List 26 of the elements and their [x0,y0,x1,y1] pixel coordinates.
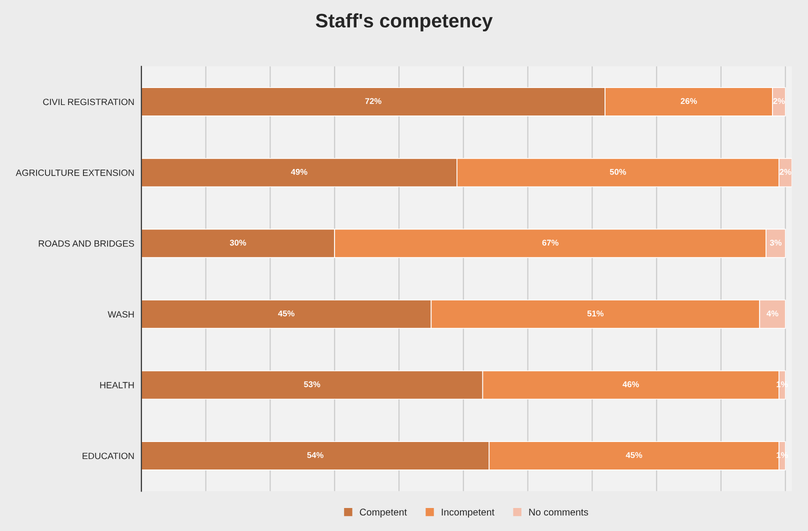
y-tick-label: AGRICULTURE EXTENSION [16,170,134,176]
data-label: 45% [626,452,642,458]
data-label: 67% [542,240,558,246]
data-label: 50% [610,168,626,175]
legend-label: Incompetent [442,508,494,518]
legend-label: No comments [529,508,588,516]
y-tick-label: HEALTH [100,382,134,388]
data-label: 49% [290,168,308,175]
data-label: 46% [622,381,639,388]
data-label: 3% [770,240,782,246]
data-label: 26% [680,98,697,104]
legend-label: Competent [360,508,407,518]
data-label: 51% [587,310,604,316]
data-label: 2% [780,168,792,175]
data-label: 30% [230,240,246,246]
y-tick-label: CIVIL REGISTRATION [43,98,134,106]
data-label: 53% [304,381,320,388]
y-tick-label: WASH [108,311,134,318]
y-tick-label: EDUCATION [82,452,134,460]
y-tick-label: ROADS AND BRIDGES [38,240,134,247]
data-label: 45% [278,310,294,316]
data-label: 72% [365,98,382,104]
data-label: 2% [773,98,785,104]
chart-title: Staff's competency [316,13,493,32]
data-label: 4% [766,310,778,316]
data-label: 54% [307,452,324,458]
